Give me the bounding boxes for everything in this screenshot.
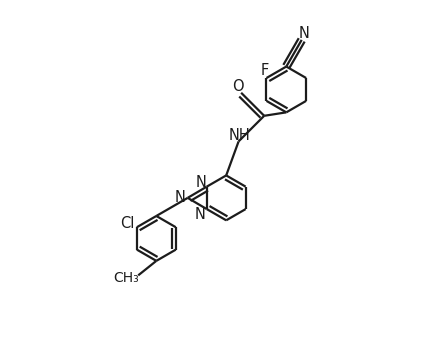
Text: N: N (195, 207, 206, 222)
Text: NH: NH (228, 128, 250, 143)
Text: O: O (232, 79, 244, 94)
Text: CH₃: CH₃ (113, 271, 139, 284)
Text: F: F (261, 63, 269, 78)
Text: N: N (195, 175, 206, 190)
Text: N: N (175, 190, 185, 205)
Text: N: N (298, 26, 309, 41)
Text: Cl: Cl (120, 216, 134, 231)
